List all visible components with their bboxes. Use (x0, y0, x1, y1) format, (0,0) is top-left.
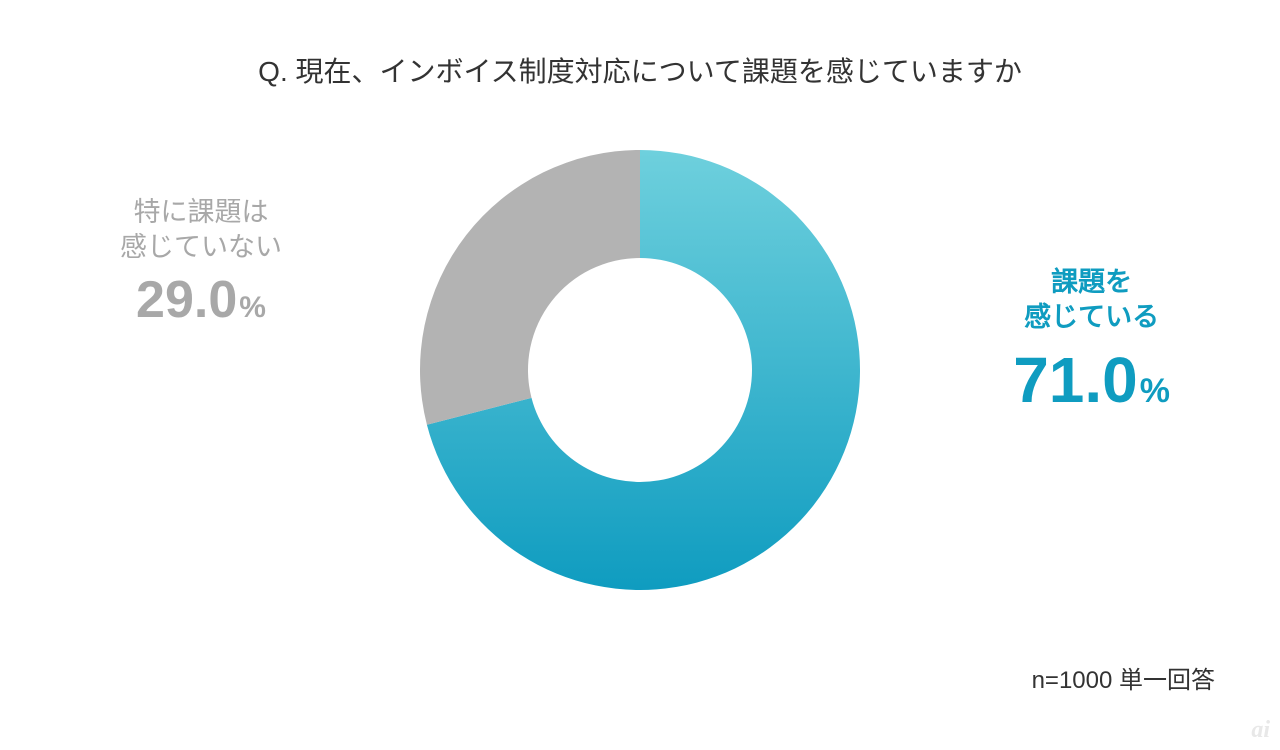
segment-yes-value: 71.0 (1013, 344, 1138, 416)
donut-chart (420, 150, 860, 595)
segment-yes-pct: % (1140, 372, 1170, 410)
donut-segment-no (420, 150, 640, 425)
segment-label-yes: 課題を 感じている 71.0% (1013, 265, 1170, 417)
segment-no-pct: % (239, 291, 266, 324)
sample-footnote: n=1000 単一回答 (1032, 660, 1215, 695)
segment-label-no: 特に課題は 感じていない 29.0% (120, 195, 282, 330)
segment-no-line2: 感じていない (120, 230, 282, 265)
segment-no-value: 29.0 (136, 271, 237, 329)
watermark: ai (1251, 717, 1270, 744)
segment-no-line1: 特に課題は (120, 195, 282, 230)
segment-yes-line1: 課題を (1013, 265, 1170, 300)
chart-title: Q. 現在、インボイス制度対応について課題を感じていますか (258, 50, 1022, 90)
segment-yes-line2: 感じている (1013, 300, 1170, 335)
